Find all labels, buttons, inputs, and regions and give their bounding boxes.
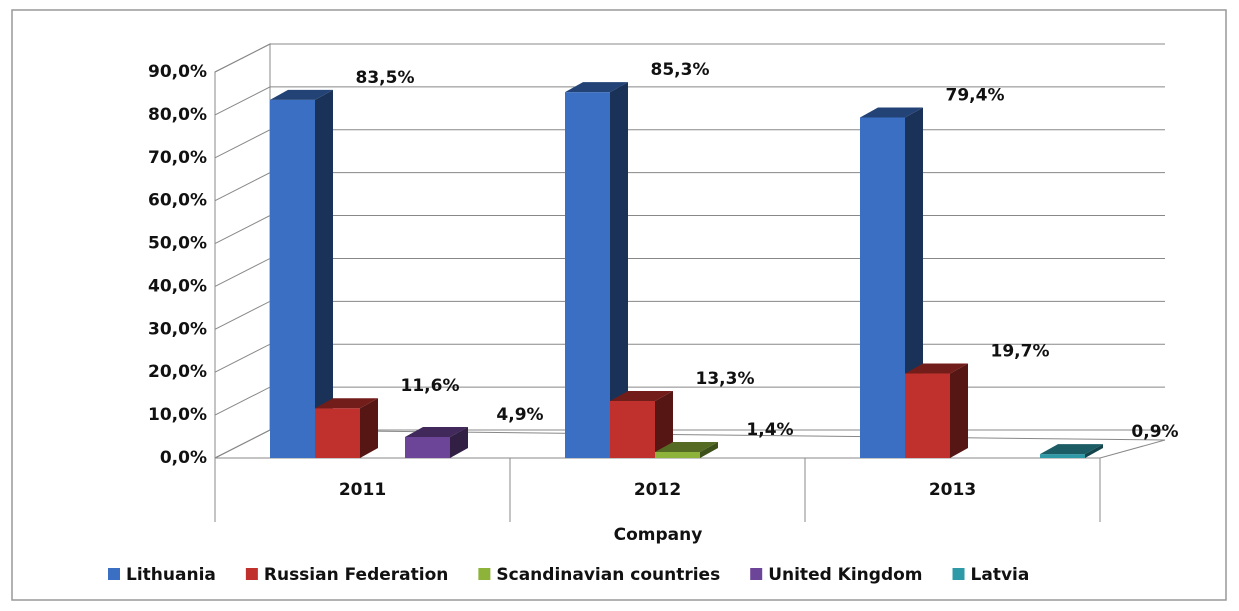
bar-front bbox=[655, 451, 700, 458]
bar-front bbox=[1040, 454, 1085, 458]
y-tick-label: 0,0% bbox=[160, 448, 207, 468]
bar-top bbox=[405, 426, 468, 437]
bar bbox=[565, 82, 628, 458]
y-tick-label: 20,0% bbox=[148, 362, 207, 382]
data-label: 79,4% bbox=[946, 85, 1005, 105]
bar-front bbox=[860, 117, 905, 458]
bar-front bbox=[610, 400, 655, 458]
legend-swatch bbox=[750, 568, 763, 580]
data-label: 11,6% bbox=[401, 376, 460, 396]
bar bbox=[315, 398, 378, 458]
y-tick-label: 80,0% bbox=[148, 105, 207, 125]
bar bbox=[270, 89, 333, 458]
bar-front bbox=[315, 408, 360, 458]
y-tick-label: 30,0% bbox=[148, 319, 207, 339]
legend-swatch bbox=[952, 568, 965, 580]
legend-label: United Kingdom bbox=[768, 565, 922, 585]
back-wall bbox=[214, 43, 271, 459]
data-label: 19,7% bbox=[991, 342, 1050, 362]
grid-line bbox=[214, 86, 1165, 116]
bar bbox=[610, 390, 673, 458]
bar-side bbox=[950, 363, 968, 458]
x-axis-title: Company bbox=[614, 525, 703, 545]
y-tick-label: 50,0% bbox=[148, 234, 207, 254]
y-tick-label: 70,0% bbox=[148, 148, 207, 168]
data-label: 85,3% bbox=[651, 60, 710, 80]
bar-side bbox=[655, 390, 673, 458]
legend-swatch bbox=[108, 568, 120, 580]
data-label: 4,9% bbox=[496, 405, 543, 425]
legend-label: Lithuania bbox=[126, 565, 216, 585]
legend-swatch bbox=[245, 568, 258, 580]
legend-label: Russian Federation bbox=[264, 565, 449, 585]
bar-side bbox=[700, 441, 718, 458]
bar-front bbox=[405, 436, 450, 458]
bar-side bbox=[360, 398, 378, 458]
bar-front bbox=[270, 99, 315, 458]
bar-top bbox=[655, 441, 718, 452]
bar-top bbox=[270, 89, 333, 100]
bar bbox=[405, 426, 468, 458]
legend-swatch bbox=[478, 568, 491, 580]
bar-top bbox=[1040, 444, 1103, 455]
bar bbox=[905, 363, 968, 458]
bar-side bbox=[610, 82, 628, 458]
bar-front bbox=[905, 373, 950, 458]
bar-side bbox=[315, 89, 333, 458]
bar-front bbox=[565, 92, 610, 458]
bar-top bbox=[905, 363, 968, 374]
x-tick-label: 2011 bbox=[339, 480, 386, 500]
bar-top bbox=[860, 107, 923, 118]
bar-top bbox=[315, 398, 378, 409]
y-tick-label: 40,0% bbox=[148, 276, 207, 296]
y-tick-label: 10,0% bbox=[148, 405, 207, 425]
x-tick-label: 2013 bbox=[929, 480, 976, 500]
bar bbox=[1040, 444, 1103, 458]
bar-top bbox=[565, 82, 628, 93]
data-label: 83,5% bbox=[356, 68, 415, 88]
y-tick-label: 60,0% bbox=[148, 191, 207, 211]
bar-side bbox=[450, 426, 468, 458]
legend-label: Latvia bbox=[971, 565, 1030, 585]
y-tick-label: 90,0% bbox=[148, 62, 207, 82]
data-label: 1,4% bbox=[746, 420, 793, 440]
x-tick-label: 2012 bbox=[634, 480, 681, 500]
bar bbox=[655, 441, 718, 458]
grid-line bbox=[214, 43, 1165, 73]
legend-label: Scandinavian countries bbox=[496, 565, 720, 585]
data-label: 0,9% bbox=[1131, 422, 1178, 442]
data-label: 13,3% bbox=[696, 369, 755, 389]
bar-side bbox=[1085, 444, 1103, 458]
bar-top bbox=[610, 390, 673, 401]
